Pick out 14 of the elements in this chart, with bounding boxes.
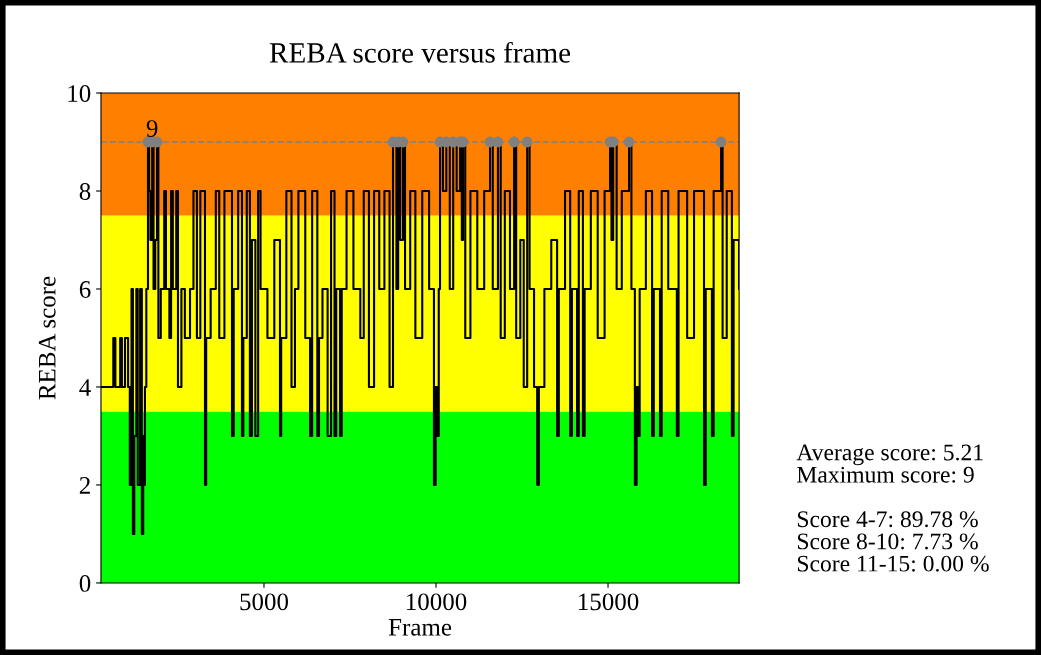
x-axis-title: Frame [388, 619, 452, 636]
y-tick-label: 2 [79, 477, 90, 494]
y-tick-label: 4 [79, 379, 91, 396]
y-tick-label: 8 [79, 183, 91, 200]
annotation: 9 [146, 120, 158, 137]
x-tick-label: 15000 [578, 593, 639, 611]
y-tick-label: 10 [68, 85, 91, 102]
y-tick-label: 0 [79, 575, 91, 592]
y-tick-label: 6 [79, 281, 91, 298]
chart-title: REBA score versus frame [269, 41, 571, 63]
y-axis-title: REBA score [38, 276, 56, 400]
x-tick-label: 5000 [240, 593, 289, 611]
x-tick-label: 10000 [406, 593, 467, 611]
text: Average score: 5.21 Maximum score: 9 Score 4-7: 89.78 % Score 8-10: 7.73 % Score 11-15: 0.00 % [796, 444, 989, 572]
